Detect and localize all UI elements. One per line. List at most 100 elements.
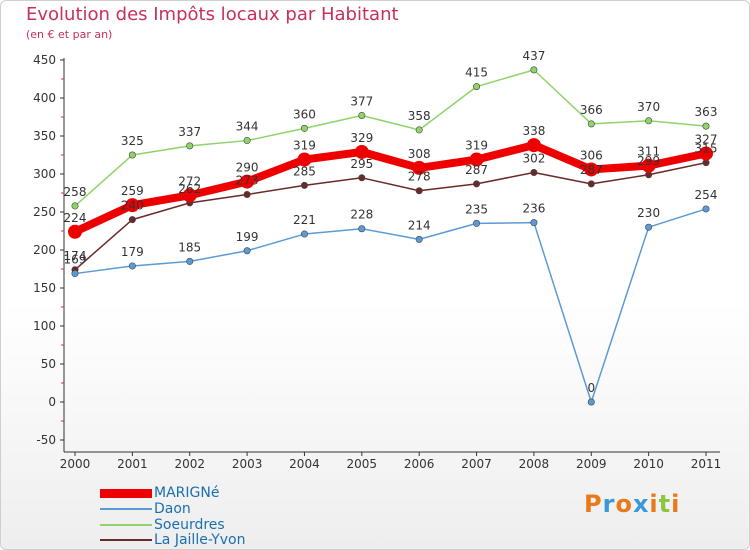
y-tick-label: 350 [33,129,56,143]
data-point [412,160,427,175]
legend-swatch-la-jaille-yvon [100,539,152,541]
data-label: 262 [178,182,201,196]
x-tick-label: 2004 [289,457,320,471]
data-point [182,188,197,203]
y-tick-label: 100 [33,319,56,333]
data-label: 258 [64,185,87,199]
data-label: 290 [236,161,259,175]
data-label: 287 [580,163,603,177]
data-label: 308 [408,147,431,161]
data-label: 214 [408,218,431,232]
data-label: 319 [465,139,488,153]
series-line-la-jaille-yvon [74,161,707,271]
data-label: 295 [350,157,373,171]
data-label: 259 [121,184,144,198]
data-point [645,117,653,125]
y-tick-label: 0 [48,395,56,409]
logo-letter: P [584,490,603,518]
x-tick-label: 2005 [347,457,378,471]
data-point [128,216,136,224]
data-point [473,83,481,91]
data-point [415,235,423,243]
data-label: 285 [293,164,316,178]
y-tick-label: 300 [33,167,56,181]
data-point [530,66,538,74]
data-label: 302 [522,151,545,165]
data-point [71,270,79,278]
data-label: 337 [178,125,201,139]
data-point [128,262,136,270]
data-point [68,224,82,239]
legend-item-soeurdres: Soeurdres [100,517,225,533]
data-point [300,124,308,132]
legend-label-soeurdres: Soeurdres [154,517,225,533]
data-point [469,152,484,167]
data-label: 329 [350,131,373,145]
data-point [125,198,140,213]
data-label: 311 [637,145,660,159]
y-tick-label: 200 [33,243,56,257]
data-point [645,223,653,231]
data-point [530,219,538,227]
data-label: 327 [695,132,718,146]
y-tick-label: -50 [36,433,56,447]
data-label: 221 [293,213,316,227]
proxiti-logo: Proxiti [584,490,680,518]
data-label: 287 [465,163,488,177]
x-tick-label: 2006 [404,457,435,471]
legend-swatch-daon [100,508,152,510]
data-point [584,162,599,177]
logo-letter: t [658,490,672,518]
legend-item-daon: Daon [100,501,191,517]
data-label: 325 [121,134,144,148]
data-label: 278 [408,170,431,184]
data-point [641,158,656,173]
logo-letter: i [671,490,681,518]
data-point [702,205,710,213]
data-label: 358 [408,109,431,123]
series-line-marign- [71,141,710,236]
legend-label-la-jaille-yvon: La Jaille-Yvon [154,532,246,548]
data-point [71,202,79,210]
data-label: 306 [580,148,603,162]
data-point [473,180,481,188]
y-tick-label: 450 [33,53,56,67]
legend-item-la-jaille-yvon: La Jaille-Yvon [100,532,246,548]
data-label: 230 [637,206,660,220]
logo-letter: x [632,490,650,518]
data-label: 319 [293,139,316,153]
data-label: 360 [293,107,316,121]
chart-title: Evolution des Impôts locaux par Habitant [26,4,399,25]
legend-label-daon: Daon [154,501,191,517]
data-point [699,146,713,161]
data-label: 235 [465,202,488,216]
x-tick-label: 2002 [174,457,205,471]
data-label: 315 [695,142,718,156]
data-point [587,120,595,128]
data-label: 185 [178,240,201,254]
logo-letter: o [615,490,633,518]
y-tick-label: 150 [33,281,56,295]
y-tick-label: 250 [33,205,56,219]
x-tick-label: 2001 [117,457,148,471]
data-point [240,174,255,189]
data-label: 199 [236,230,259,244]
data-point [415,187,423,195]
data-point [243,137,251,145]
data-point [702,122,710,130]
data-label: 437 [522,49,545,63]
data-point [186,257,194,265]
data-label: 224 [64,211,87,225]
data-point [415,126,423,134]
y-tick-label: 50 [41,357,56,371]
x-tick-label: 2003 [232,457,263,471]
data-label: 169 [64,253,87,267]
data-label: 179 [121,245,144,259]
legend-swatch-marigne [100,488,152,498]
chart-subtitle: (en € et par an) [26,28,113,41]
data-point [473,219,481,227]
data-label: 228 [350,208,373,222]
y-tick-label: 400 [33,91,56,105]
